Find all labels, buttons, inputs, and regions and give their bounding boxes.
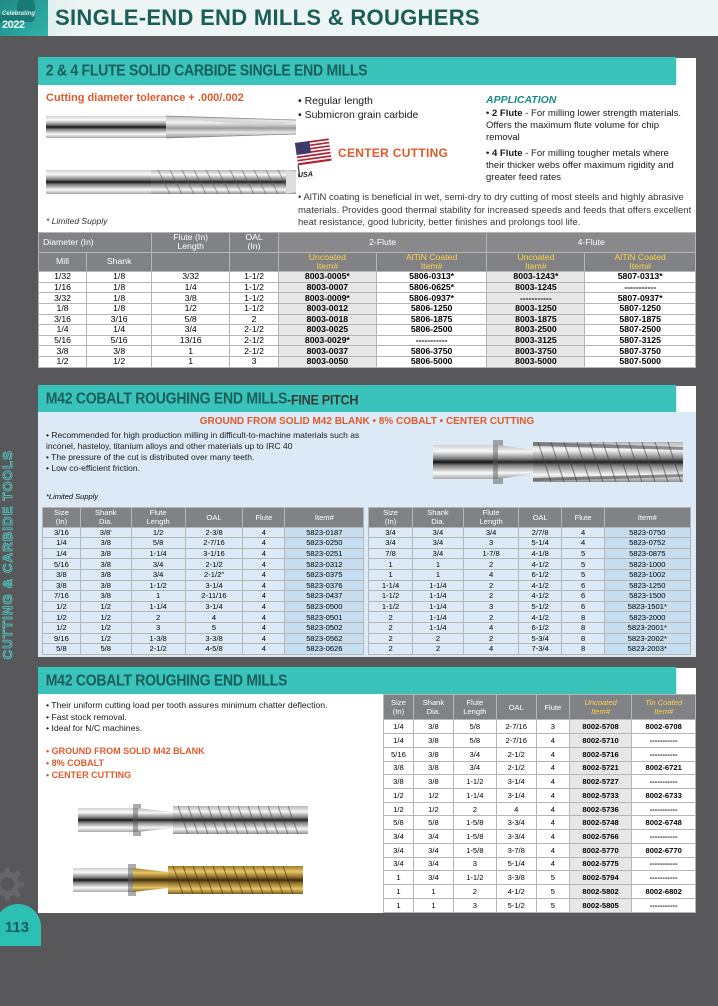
svg-text:USA: USA <box>297 169 313 179</box>
